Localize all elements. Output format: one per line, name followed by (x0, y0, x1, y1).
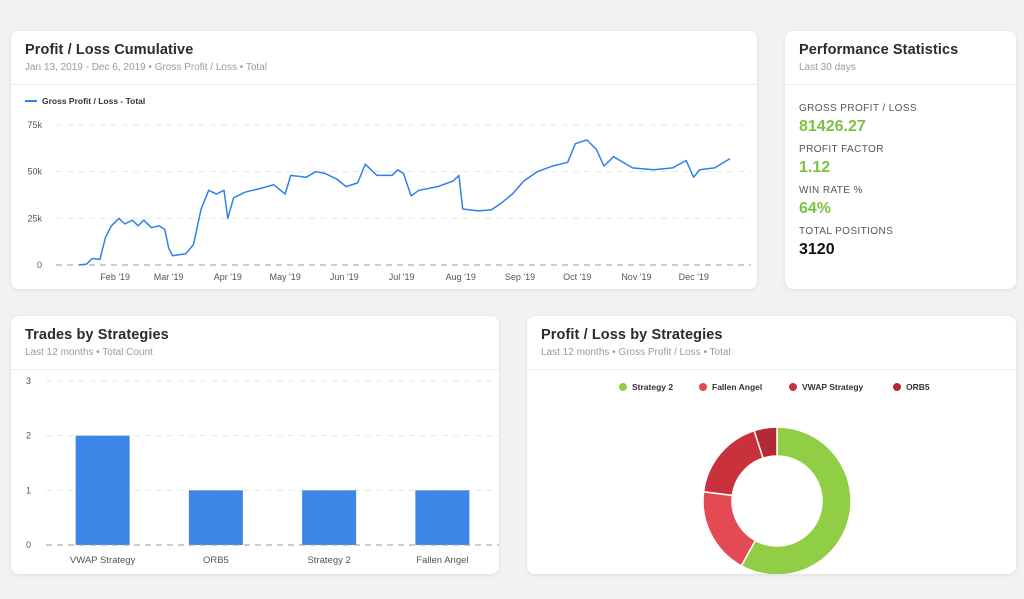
y-tick-label: 75k (27, 120, 42, 130)
slice-strategy-2[interactable] (740, 426, 852, 574)
legend-swatch (893, 383, 901, 391)
cumulative-line-chart[interactable]: Gross Profit / Loss - Total 0 25k 50k 75k Feb… (11, 85, 757, 289)
x-tick-label: Nov '19 (621, 272, 651, 282)
x-tick-label: ORB5 (203, 555, 229, 566)
legend-label: VWAP Strategy (802, 382, 864, 392)
legend-label: Fallen Angel (712, 382, 762, 392)
stat-profit-factor: PROFIT FACTOR 1.12 (799, 144, 1002, 177)
slice-orb5[interactable] (753, 426, 778, 460)
legend-label: ORB5 (906, 382, 930, 392)
legend-label: Strategy 2 (632, 382, 673, 392)
y-tick-label: 1 (26, 485, 31, 495)
pie-header: Profit / Loss by Strategies Last 12 mont… (527, 316, 1016, 370)
performance-stats-card: Performance Statistics Last 30 days GROS… (785, 31, 1016, 289)
bar-orb5[interactable] (188, 490, 243, 545)
line-series-gross-profit (78, 139, 731, 266)
x-tick-label: Apr '19 (214, 272, 242, 282)
stat-value: 1.12 (799, 159, 831, 176)
stat-value: 64% (799, 200, 832, 217)
pl-strategies-card: Profit / Loss by Strategies Last 12 mont… (527, 316, 1016, 574)
slice-fallen-angel[interactable] (702, 490, 757, 567)
y-tick-label: 50k (27, 167, 42, 177)
legend-swatch (699, 383, 707, 391)
pie-subtitle: Last 12 months • Gross Profit / Loss • T… (541, 347, 731, 358)
stat-win-rate: WIN RATE % 64% (799, 185, 1002, 218)
trades-header: Trades by Strategies Last 12 months • To… (11, 316, 499, 370)
x-tick-label: Sep '19 (505, 272, 535, 282)
stats-title: Performance Statistics (799, 42, 959, 58)
stat-value: 3120 (799, 241, 835, 258)
x-tick-label: May '19 (270, 272, 301, 282)
bar-vwap-strategy[interactable] (75, 435, 130, 545)
stats-subtitle: Last 30 days (799, 62, 856, 73)
legend-label: Gross Profit / Loss - Total (42, 96, 145, 106)
y-tick-label: 3 (26, 376, 31, 386)
bar-strategy-2[interactable] (302, 490, 357, 545)
cumulative-header: Profit / Loss Cumulative Jan 13, 2019 - … (11, 31, 757, 85)
stat-value: 81426.27 (799, 118, 866, 135)
x-tick-label: Mar '19 (154, 272, 184, 282)
x-tick-label: Jun '19 (330, 272, 359, 282)
trades-bar-chart[interactable]: 0 1 2 3 VWAP Strategy ORB5 Strategy 2 Fallen An… (11, 370, 499, 574)
y-tick-label: 0 (26, 540, 31, 550)
x-tick-label: Fallen Angel (416, 555, 468, 566)
pl-donut-chart[interactable]: Strategy 2 Fallen Angel VWAP Strategy ORB5 (527, 370, 1016, 574)
legend-swatch (789, 383, 797, 391)
x-tick-label: VWAP Strategy (70, 555, 136, 566)
trades-subtitle: Last 12 months • Total Count (25, 347, 153, 358)
cumulative-subtitle: Jan 13, 2019 - Dec 6, 2019 • Gross Profi… (25, 62, 267, 73)
x-tick-label: Oct '19 (563, 272, 591, 282)
stat-label: WIN RATE % (799, 185, 863, 196)
slice-vwap-strategy[interactable] (702, 429, 765, 497)
stat-total-positions: TOTAL POSITIONS 3120 (799, 226, 1002, 259)
x-tick-label: Dec '19 (679, 272, 709, 282)
stat-label: PROFIT FACTOR (799, 144, 884, 155)
trades-card: Trades by Strategies Last 12 months • To… (11, 316, 499, 574)
legend-swatch (619, 383, 627, 391)
pie-title: Profit / Loss by Strategies (541, 327, 723, 343)
y-tick-label: 2 (26, 431, 31, 441)
stat-label: GROSS PROFIT / LOSS (799, 103, 917, 114)
x-tick-label: Strategy 2 (307, 555, 350, 566)
y-tick-label: 0 (37, 260, 42, 270)
stat-label: TOTAL POSITIONS (799, 226, 894, 237)
bar-fallen-angel[interactable] (415, 490, 470, 545)
x-tick-label: Aug '19 (446, 272, 476, 282)
stats-body: GROSS PROFIT / LOSS 81426.27 PROFIT FACT… (785, 85, 1016, 259)
stats-header: Performance Statistics Last 30 days (785, 31, 1016, 85)
x-tick-label: Jul '19 (389, 272, 415, 282)
y-tick-label: 25k (27, 213, 42, 223)
trades-title: Trades by Strategies (25, 327, 169, 343)
stat-gross-profit: GROSS PROFIT / LOSS 81426.27 (799, 103, 1002, 136)
cumulative-card: Profit / Loss Cumulative Jan 13, 2019 - … (11, 31, 757, 289)
cumulative-title: Profit / Loss Cumulative (25, 42, 194, 58)
x-tick-label: Feb '19 (100, 272, 130, 282)
